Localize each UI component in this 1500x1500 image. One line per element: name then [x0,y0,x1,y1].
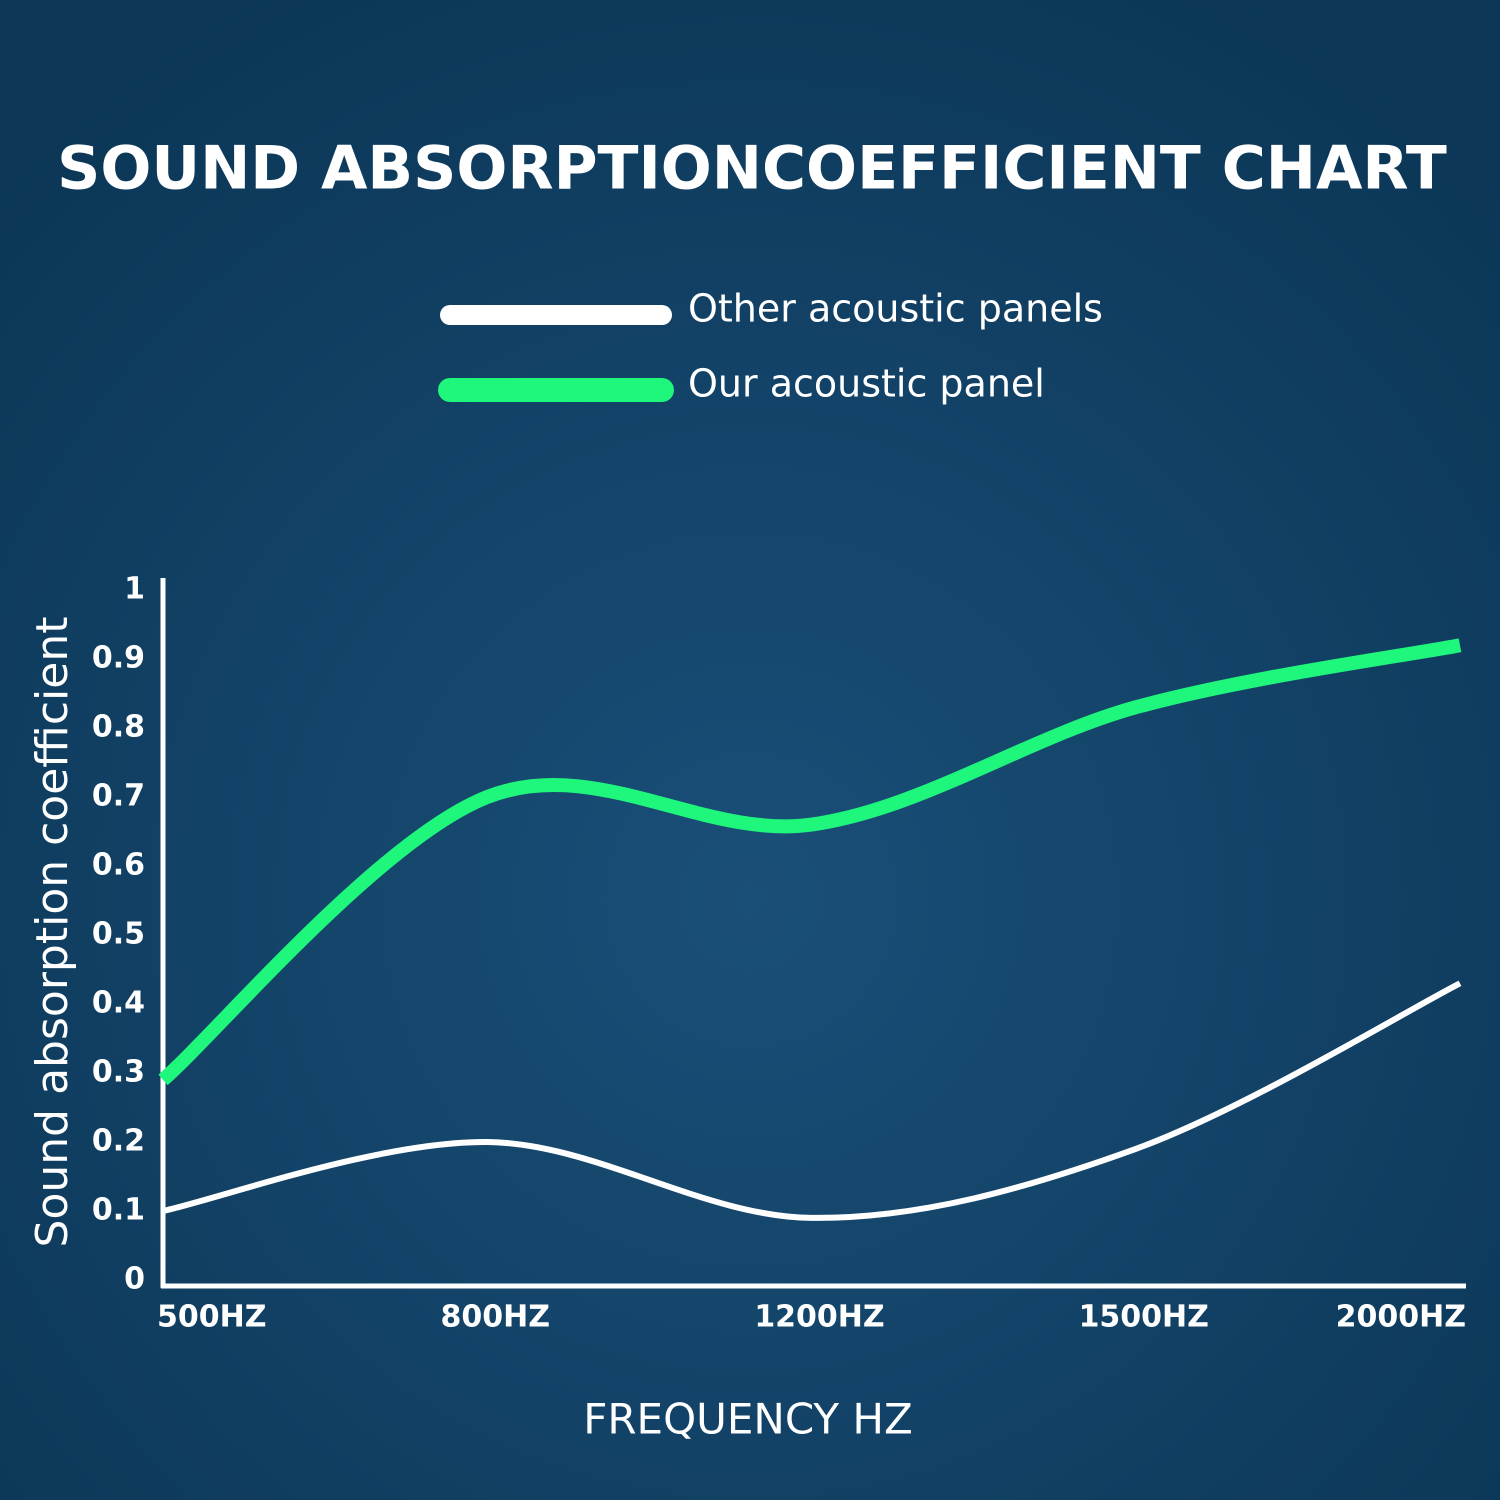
x-axis-title: FREQUENCY HZ [583,1395,913,1444]
y-tick-label: 0.9 [92,641,145,676]
y-tick-label: 0.3 [92,1055,145,1090]
y-tick-label: 0.1 [92,1193,145,1228]
y-tick-label: 0.4 [92,986,145,1021]
y-tick-label: 1 [124,572,145,607]
legend-label: Our acoustic panel [688,362,1045,406]
y-tick-label: 0.2 [92,1124,145,1159]
y-tick-label: 0.7 [92,779,145,814]
legend-label: Other acoustic panels [688,287,1103,331]
x-tick-label: 1500HZ [1079,1300,1209,1335]
y-tick-label: 0 [124,1262,145,1297]
series-line [158,638,1462,1086]
x-tick-label: 1200HZ [754,1300,884,1335]
chart-title: SOUND ABSORPTIONCOEFFICIENT CHART [57,134,1447,204]
y-tick-label: 0.6 [92,848,145,883]
y-tick-label: 0.5 [92,917,145,952]
series-line [162,980,1462,1221]
x-tick-label: 800HZ [441,1300,550,1335]
y-axis-title: Sound absorption coefficient [27,617,78,1248]
x-tick-label: 2000HZ [1336,1300,1466,1335]
y-tick-label: 0.8 [92,710,145,745]
x-tick-label: 500HZ [157,1300,266,1335]
